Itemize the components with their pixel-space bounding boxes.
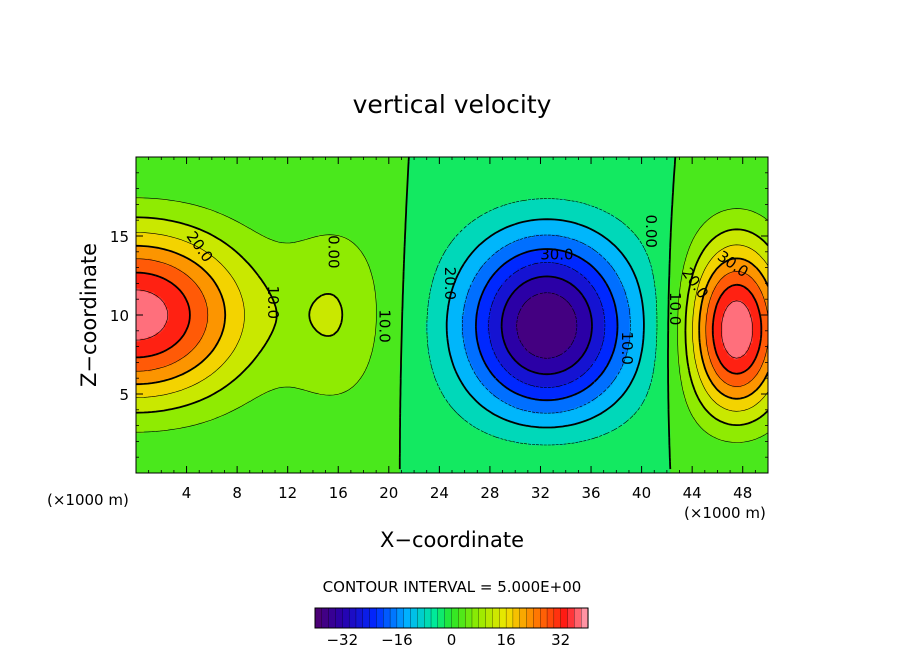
contour-label: 10.0 [375,309,393,342]
contour-line [136,216,768,426]
velocity-field [136,157,768,473]
chart-title: vertical velocity [353,90,552,119]
colorbar-cell [424,607,432,629]
contour-label: 20.0 [441,267,459,300]
colorbar-cell [553,607,562,629]
colorbar-cell [492,607,500,629]
colorbar-cell [355,607,364,629]
x-axis-label: X−coordinate [380,528,524,552]
contour-label: 10.0 [264,286,282,319]
contour-label: 0.00 [325,235,343,268]
contour-line [426,198,658,446]
y-axis-label: Z−coordinate [77,243,101,387]
contour-label: 10.0 [666,292,684,325]
colorbar-cell [376,607,384,629]
colorbar-cell [430,607,439,629]
contour-line [136,271,763,375]
x-tick-label: 44 [683,484,702,502]
colorbar-cell [546,607,555,629]
x-tick-label: 24 [430,484,449,502]
colorbar-cell [451,607,459,629]
colorbar-cell [471,607,480,629]
x-axis-ticks: 4 8 12 16 20 24 28 32 36 40 44 48 [148,157,756,502]
y-tick-label: 10 [110,307,129,325]
colorbar-cell [581,607,589,629]
colorbar-cell [383,607,391,629]
colorbar-cells [314,607,589,629]
colorbar-cell [342,607,350,629]
contour-line [136,197,768,443]
x-tick-label: 32 [531,484,550,502]
colorbar-cell [512,607,521,629]
colorbar-cell [403,607,412,629]
colorbar-cell [348,607,357,629]
colorbar-cell [499,607,507,629]
x-unit-right: (×1000 m) [684,504,766,522]
colorbar-cell [335,607,343,629]
colorbar-cell [519,607,528,629]
contour-line [136,244,768,400]
contour-label: 0.00 [642,215,660,248]
colorbar-tick-label: 32 [551,631,570,649]
colorbar-cell [540,607,548,629]
contour-line [500,275,593,376]
colorbar-cell [464,607,473,629]
colorbar-frame [314,607,589,629]
colorbar-cell [560,607,569,629]
colorbar-cell [321,607,330,629]
colorbar-tick-label: −32 [326,631,358,649]
x-unit-left: (×1000 m) [47,491,129,509]
colorbar-cell [567,607,575,629]
x-tick-label: 4 [182,484,192,502]
colorbar-ticks: −32 −16 0 16 32 [326,631,570,649]
colorbar-cell [396,607,405,629]
colorbar-cell [533,607,541,629]
contour-line [445,218,645,429]
contour-line [136,258,768,387]
contour-label: 10.0 [618,331,636,364]
contour-line [462,234,631,414]
colorbar-cell [437,607,446,629]
x-tick-label: 36 [581,484,600,502]
contour-line [136,289,753,359]
contour-line [488,262,606,388]
colorbar-tick-label: 16 [497,631,516,649]
x-tick-label: 20 [379,484,398,502]
colorbar-cell [444,607,453,629]
colorbar-cell [458,607,466,629]
x-tick-label: 16 [329,484,348,502]
y-axis-ticks: 5 10 15 [110,172,768,458]
colorbar-tick-label: −16 [381,631,413,649]
colorbar-tick-label: 0 [447,631,457,649]
y-tick-label: 15 [110,228,129,246]
colorbar-cell [478,607,487,629]
colorbar-cell [389,607,398,629]
colorbar-cell [574,607,582,629]
contour-line [516,292,578,359]
contour-interval: CONTOUR INTERVAL = 5.000E+00 [323,578,582,596]
contour-line [136,232,768,412]
colorbar-cell [314,607,323,629]
x-tick-label: 28 [480,484,499,502]
colorbar-cell [328,607,337,629]
colorbar-cell [526,607,534,629]
contour-lines [136,157,768,470]
x-tick-label: 40 [632,484,651,502]
colorbar: −32 −16 0 16 32 [314,607,589,649]
contour-line [475,248,619,402]
plot-area: 20.010.00.0010.020.030.010.00.0010.020.0… [135,156,769,474]
x-tick-label: 8 [232,484,242,502]
colorbar-cell [485,607,494,629]
y-tick-label: 5 [119,386,129,404]
colorbar-cell [417,607,425,629]
contour-label: 30.0 [540,245,573,263]
colorbar-cell [362,607,371,629]
contour-line [398,157,677,470]
colorbar-cell [410,607,418,629]
x-tick-label: 48 [733,484,752,502]
x-tick-label: 12 [278,484,297,502]
colorbar-cell [505,607,514,629]
colorbar-cell [369,607,377,629]
